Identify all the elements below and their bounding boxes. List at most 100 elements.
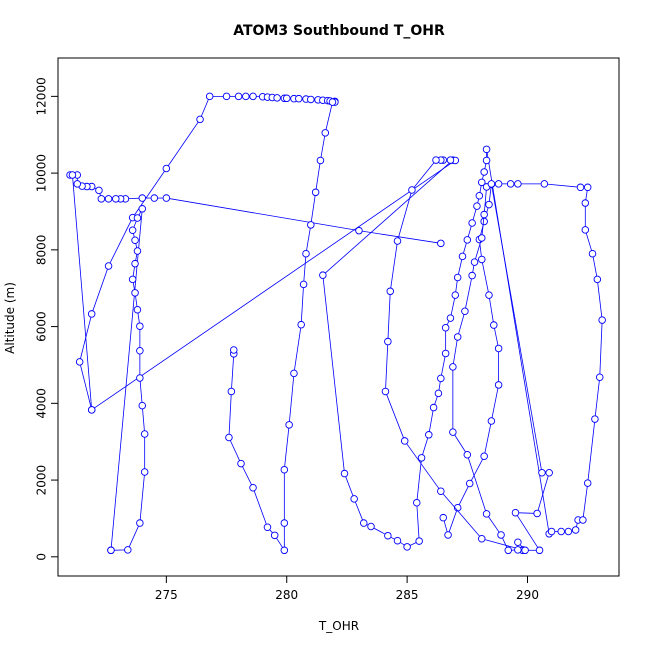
data-point <box>521 546 529 555</box>
y-tick-label: 4000 <box>35 388 49 419</box>
data-point <box>328 98 337 106</box>
x-axis: 275 280 285 290 <box>155 575 539 602</box>
data-point <box>263 523 272 532</box>
data-point <box>225 433 233 442</box>
data-point <box>280 546 289 555</box>
series-segment <box>228 437 242 464</box>
series-segment <box>166 119 201 169</box>
data-point <box>227 387 236 396</box>
series-segment <box>457 311 466 338</box>
series-segment <box>385 341 389 392</box>
data-point <box>282 94 291 103</box>
series-segment <box>596 279 603 321</box>
data-point <box>408 186 416 194</box>
data-point <box>321 129 330 137</box>
data-point <box>458 252 467 261</box>
data-point <box>273 94 281 102</box>
series-segment <box>303 253 307 285</box>
data-point <box>494 344 503 353</box>
series-segment <box>353 498 365 524</box>
series-segment <box>322 275 345 474</box>
data-point <box>413 498 421 507</box>
y-axis: 0 2000 4000 6000 8000 10000 12000 <box>35 77 59 561</box>
data-point <box>340 469 349 478</box>
series-segment <box>428 407 434 435</box>
series-segment <box>320 132 326 161</box>
data-point <box>540 180 549 188</box>
data-point <box>196 115 204 124</box>
series-segment <box>411 159 437 191</box>
series-segment <box>447 507 459 536</box>
data-point <box>75 358 84 366</box>
data-point <box>564 527 573 536</box>
series-segment <box>440 490 483 540</box>
data-point <box>386 287 395 296</box>
y-tick-label: 12000 <box>35 77 49 115</box>
data-point <box>463 450 472 459</box>
data-point <box>504 546 512 555</box>
data-point <box>68 171 77 179</box>
data-point <box>393 237 402 245</box>
data-point <box>107 546 115 555</box>
data-point <box>487 180 496 188</box>
x-tick-label: 285 <box>396 588 419 602</box>
data-point <box>136 519 144 527</box>
y-tick-label: 6000 <box>35 311 49 342</box>
data-point <box>162 164 171 173</box>
data-point <box>131 259 139 268</box>
series-segment <box>300 284 304 325</box>
data-point <box>514 538 522 546</box>
data-point <box>581 199 590 207</box>
data-point <box>136 322 144 330</box>
data-point <box>429 403 438 412</box>
series-segment <box>481 214 485 238</box>
series-segment <box>483 186 487 215</box>
data-point <box>593 275 602 284</box>
data-point <box>437 374 445 383</box>
data-point <box>533 509 541 518</box>
data-point <box>579 516 587 524</box>
series-segment <box>79 313 93 362</box>
y-tick-label: 2000 <box>35 465 49 496</box>
data-point <box>480 168 488 176</box>
series-segment <box>592 253 598 280</box>
series-1 <box>66 92 445 555</box>
data-point <box>576 183 585 192</box>
data-point <box>307 221 315 229</box>
series-segment <box>483 420 492 457</box>
data-point <box>571 526 580 534</box>
data-point <box>400 437 409 445</box>
series-segment <box>584 229 593 254</box>
series-segment <box>72 174 93 410</box>
series-segment <box>385 391 406 442</box>
data-point <box>497 531 505 539</box>
data-point <box>403 543 411 551</box>
series-segment <box>252 487 268 528</box>
data-point <box>319 271 327 279</box>
data-point <box>73 180 82 188</box>
data-point <box>506 180 515 188</box>
series-segment <box>199 96 211 120</box>
data-point <box>367 522 375 531</box>
data-point <box>583 183 592 192</box>
data-point <box>150 194 159 202</box>
series-segment <box>344 473 355 500</box>
series-segment <box>440 353 447 379</box>
data-point <box>299 280 308 289</box>
series-segment <box>450 295 456 319</box>
series-segment <box>91 160 456 411</box>
y-tick-label: 0 <box>35 553 49 561</box>
series-segment <box>310 192 317 225</box>
data-point <box>547 527 556 536</box>
data-point <box>437 487 445 495</box>
data-point <box>535 546 544 555</box>
series-segment <box>387 291 391 342</box>
series-segment <box>536 472 550 514</box>
series-segment <box>288 373 295 425</box>
data-point <box>131 236 139 245</box>
data-point <box>588 249 597 258</box>
data-point <box>482 156 491 165</box>
data-point <box>136 374 144 382</box>
data-point <box>222 92 231 101</box>
data-point <box>136 347 144 355</box>
